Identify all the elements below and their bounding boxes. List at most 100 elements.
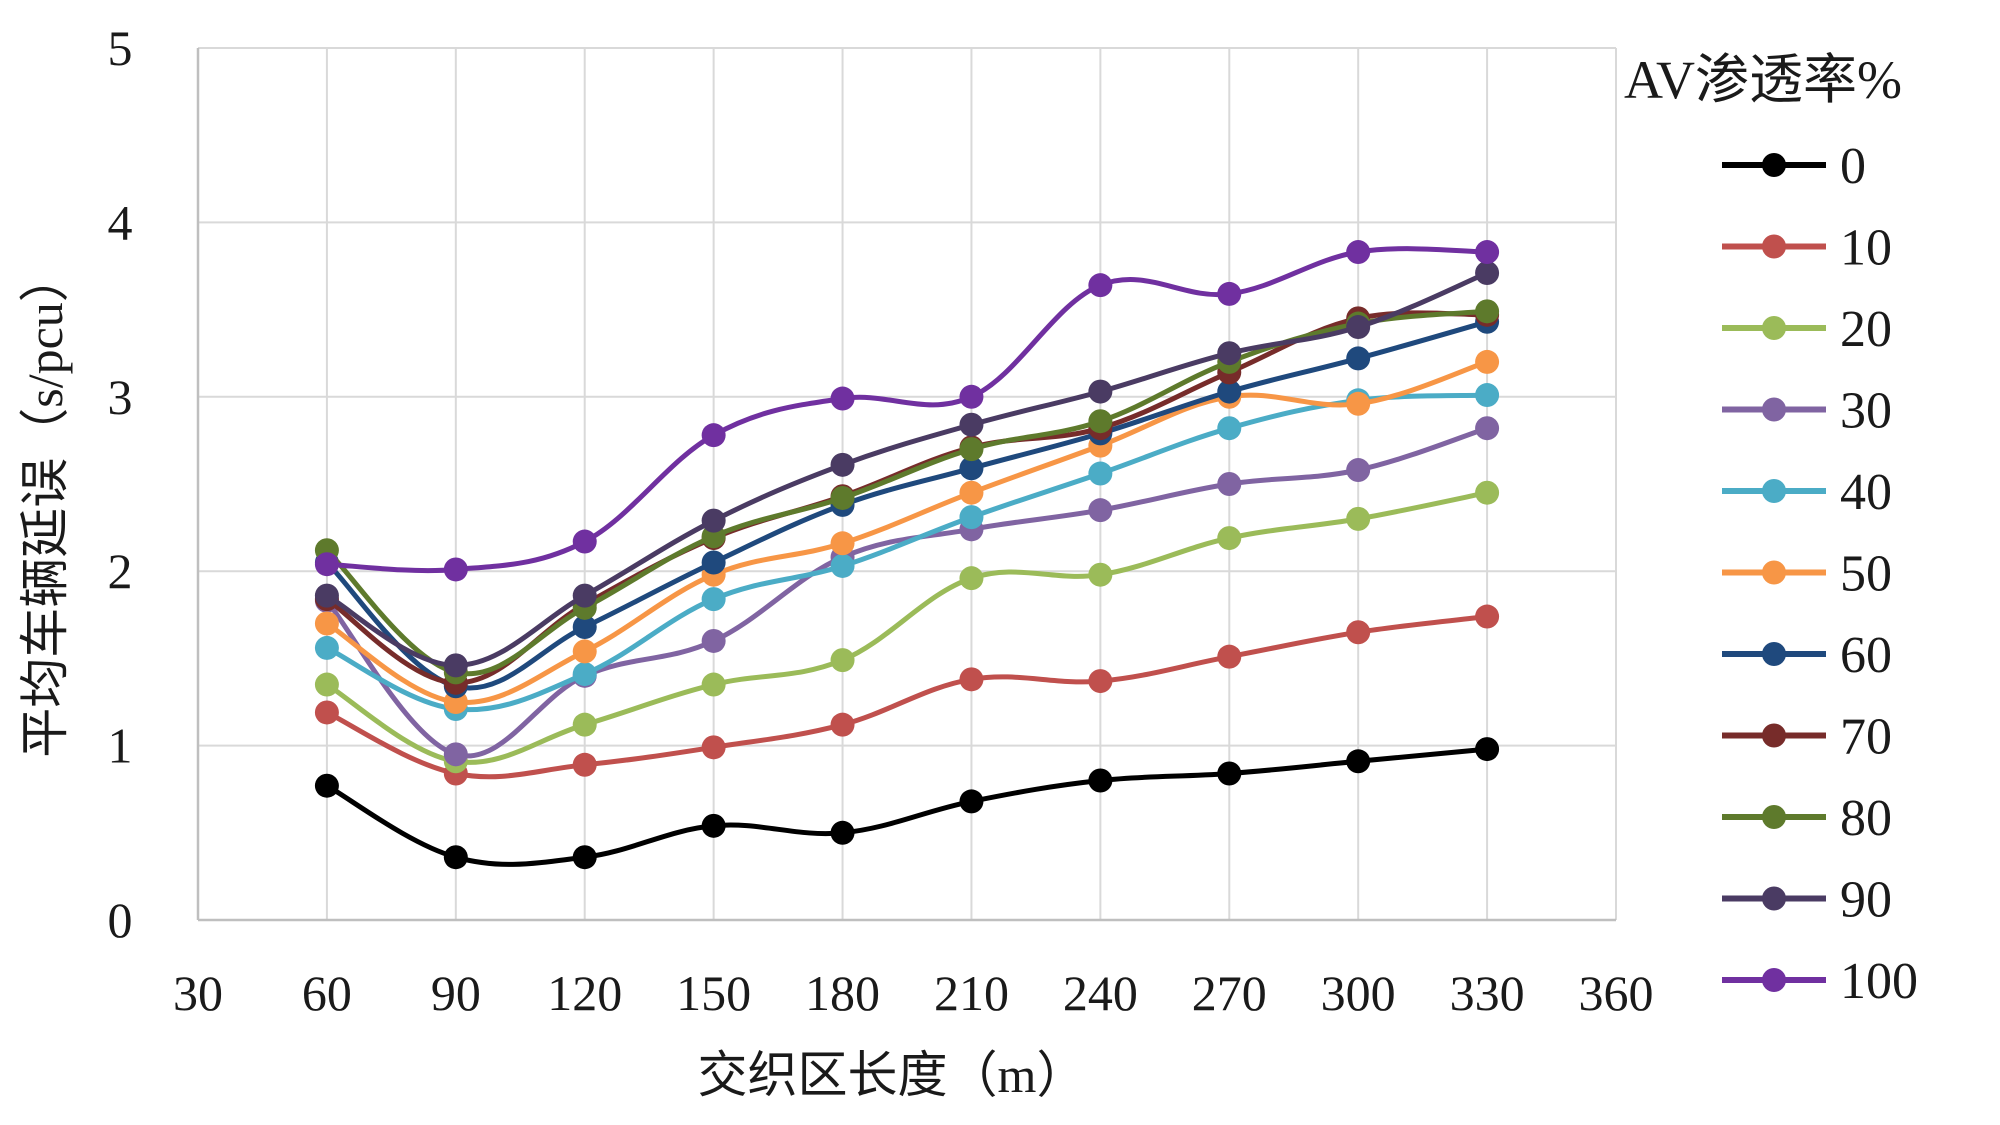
data-point — [701, 423, 726, 448]
legend-item: 100 — [1722, 953, 1918, 1010]
data-point — [1475, 240, 1500, 265]
legend-item: 20 — [1722, 301, 1892, 358]
data-point — [1088, 273, 1113, 298]
data-point — [572, 845, 597, 870]
data-point — [572, 752, 597, 777]
series-line — [324, 319, 1490, 691]
legend-item: 60 — [1722, 627, 1892, 684]
data-point — [1088, 498, 1113, 523]
data-point — [572, 529, 597, 554]
data-point — [959, 437, 984, 462]
legend-swatch-marker — [1762, 968, 1786, 992]
data-point — [1475, 349, 1500, 374]
data-point — [701, 735, 726, 760]
legend-item: 50 — [1722, 546, 1892, 603]
data-point — [830, 531, 855, 556]
legend-label: 30 — [1840, 383, 1892, 440]
data-point — [1346, 240, 1371, 265]
data-point — [1217, 341, 1242, 366]
series-line — [324, 614, 1490, 780]
data-point — [1217, 761, 1242, 786]
data-point — [1088, 409, 1113, 434]
legend-label: 70 — [1840, 709, 1892, 766]
legend-swatch-marker — [1762, 723, 1786, 748]
data-point — [830, 648, 855, 673]
series-line — [324, 270, 1490, 668]
data-point — [959, 505, 984, 530]
data-point — [830, 553, 855, 578]
x-tick-label: 300 — [1321, 965, 1396, 1021]
x-tick-label: 180 — [805, 965, 880, 1021]
legend-item: 90 — [1722, 872, 1892, 929]
data-point — [1217, 526, 1242, 551]
legend-label: 0 — [1840, 138, 1866, 195]
data-point — [1475, 737, 1500, 762]
data-point — [1088, 379, 1113, 404]
data-point — [701, 550, 726, 575]
x-tick-label: 270 — [1192, 965, 1267, 1021]
series-100 — [314, 240, 1500, 582]
data-point — [959, 412, 984, 437]
data-point — [959, 384, 984, 409]
data-point — [701, 628, 726, 653]
data-point — [572, 639, 597, 664]
legend-label: 40 — [1840, 464, 1892, 521]
data-point — [443, 845, 468, 870]
x-axis-title: 交织区长度（m） — [698, 1047, 1087, 1103]
series-20 — [314, 480, 1500, 774]
series-70 — [314, 302, 1500, 695]
legend-items: 0 10 20 30 40 50 60 70 80 90 100 — [1722, 138, 1918, 1010]
legend-label: 10 — [1840, 220, 1892, 277]
x-tick-label: 240 — [1063, 965, 1138, 1021]
data-point — [1346, 346, 1371, 371]
y-tick-label: 4 — [108, 194, 133, 250]
legend-item: 80 — [1722, 790, 1892, 847]
data-point — [1088, 768, 1113, 793]
data-point — [701, 508, 726, 533]
legend-label: 20 — [1840, 301, 1892, 358]
data-point — [959, 566, 984, 591]
data-point — [1346, 458, 1371, 483]
data-point — [572, 583, 597, 608]
data-point — [314, 552, 339, 577]
data-point — [1088, 461, 1113, 486]
x-tick-label: 30 — [173, 965, 223, 1021]
data-point — [314, 672, 339, 697]
data-point — [572, 615, 597, 640]
legend-item: 0 — [1722, 138, 1866, 195]
legend-label: 100 — [1840, 953, 1918, 1010]
legend-label: 80 — [1840, 790, 1892, 847]
data-point — [1088, 562, 1113, 587]
x-tick-labels: 30 60 90 120 150 180 210 240 270 300 330 360 — [173, 965, 1654, 1021]
data-point — [314, 583, 339, 608]
data-point — [443, 742, 468, 767]
legend-swatch-marker — [1762, 886, 1786, 911]
x-tick-label: 120 — [547, 965, 622, 1021]
x-tick-label: 60 — [302, 965, 352, 1021]
legend-swatch-marker — [1762, 397, 1786, 422]
axes — [196, 48, 1616, 922]
series-lines — [314, 240, 1500, 870]
data-point — [830, 485, 855, 510]
y-tick-label: 0 — [108, 892, 133, 948]
legend-swatch-marker — [1762, 560, 1786, 585]
legend-item: 70 — [1722, 709, 1892, 766]
series-80 — [314, 299, 1500, 685]
series-line — [324, 359, 1490, 706]
y-tick-label: 2 — [108, 543, 133, 599]
y-tick-label: 5 — [108, 20, 133, 76]
data-point — [1475, 260, 1500, 285]
y-tick-label: 1 — [108, 718, 133, 774]
data-point — [701, 813, 726, 838]
data-point — [959, 456, 984, 481]
data-point — [1088, 669, 1113, 694]
series-0 — [314, 737, 1500, 870]
legend-label: 50 — [1840, 546, 1892, 603]
y-tick-labels: 0 1 2 3 4 5 — [108, 20, 133, 948]
series-10 — [314, 604, 1500, 786]
data-point — [1475, 416, 1500, 441]
legend-swatch-marker — [1762, 479, 1786, 503]
data-point — [1217, 281, 1242, 306]
data-point — [443, 653, 468, 678]
